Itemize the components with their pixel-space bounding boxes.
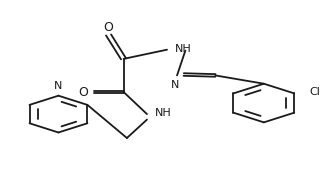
Text: NH: NH bbox=[175, 44, 192, 54]
Text: O: O bbox=[78, 86, 89, 98]
Text: N: N bbox=[54, 81, 63, 91]
Text: O: O bbox=[104, 21, 114, 34]
Text: N: N bbox=[171, 80, 180, 90]
Text: Cl: Cl bbox=[309, 86, 320, 97]
Text: NH: NH bbox=[155, 108, 172, 118]
